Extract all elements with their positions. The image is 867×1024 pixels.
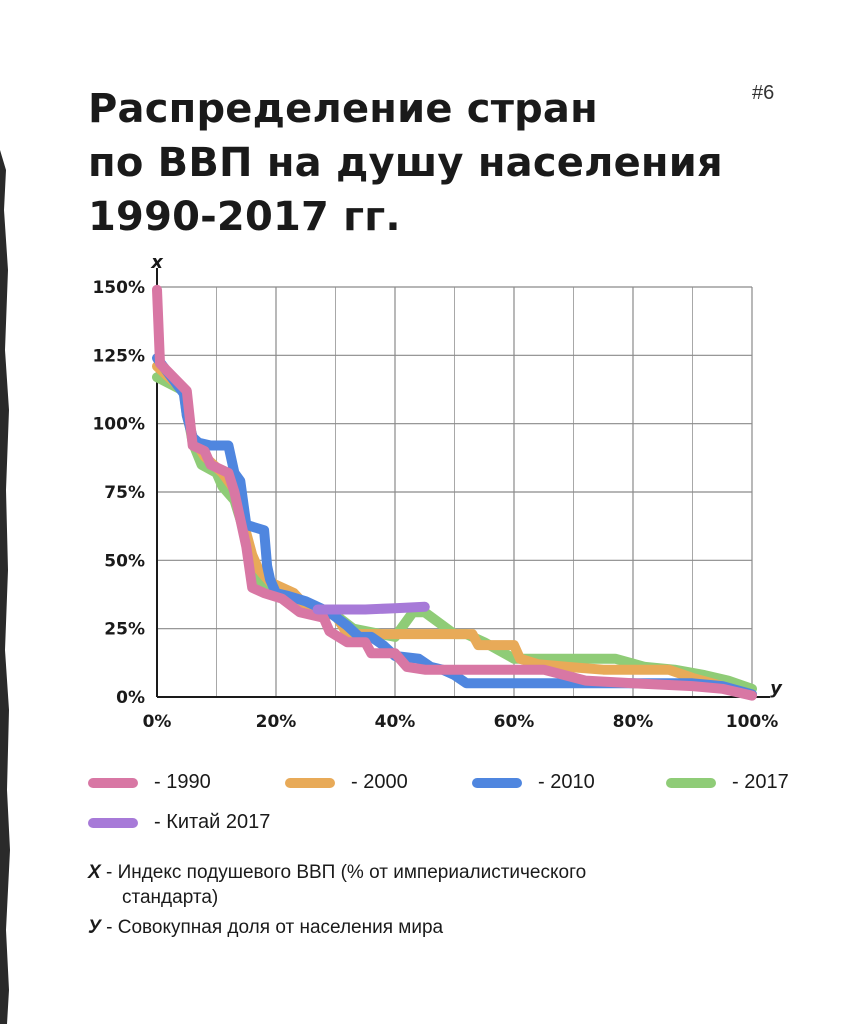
legend-swatch-2000 [285, 777, 335, 788]
x-tick-label: 0% [143, 712, 172, 732]
note-x-text-continued: стандарта) [122, 887, 219, 908]
note-x-text: - Индекс подушевого ВВП (% от империалис… [100, 862, 587, 883]
chart-ticks: 0% 20% 40% 60% 80% 100% 0% 25% 50% 75% 100% 125% 150… [92, 278, 778, 732]
legend-item-2000: - 2000 [285, 771, 408, 794]
x-axis-letter: y [770, 678, 783, 699]
legend-label-2000: - 2000 [351, 771, 408, 793]
legend-swatch-china-2017 [88, 817, 138, 828]
y-axis-letter: x [150, 252, 164, 273]
title-line-3: 1990-2017 гг. [88, 194, 401, 240]
legend-swatch-1990 [88, 777, 138, 788]
y-tick-label: 100% [92, 415, 145, 435]
legend-item-1990: - 1990 [88, 771, 211, 794]
legend-item-2017: - 2017 [666, 771, 789, 794]
series-line-3 [152, 284, 757, 701]
title-line-2: по ВВП на душу населения [88, 140, 723, 186]
note-x-axis: X - Индекс подушевого ВВП (% от империал… [88, 860, 586, 910]
legend-swatch-2010 [472, 777, 522, 788]
note-x-key: X [88, 862, 101, 883]
y-tick-label: 75% [104, 483, 145, 503]
legend-item-2010: - 2010 [472, 771, 595, 794]
chart-series [152, 284, 757, 701]
x-tick-label: 40% [375, 712, 416, 732]
page-number: #6 [752, 82, 775, 104]
legend-label-2017: - 2017 [732, 771, 789, 793]
y-tick-label: 150% [92, 278, 145, 298]
legend-label-2010: - 2010 [538, 771, 595, 793]
x-tick-label: 20% [256, 712, 297, 732]
note-y-text: - Совокупная доля от населения мира [100, 917, 444, 938]
legend-swatch-2017 [666, 777, 716, 788]
y-tick-label: 0% [116, 688, 145, 708]
series-line-4 [312, 601, 430, 615]
note-y-axis: У - Совокупная доля от населения мира [88, 915, 443, 940]
y-tick-label: 25% [104, 620, 145, 640]
title-line-1: Распределение стран [88, 86, 598, 132]
x-tick-label: 80% [613, 712, 654, 732]
note-y-key: У [88, 917, 101, 938]
y-tick-label: 125% [92, 346, 145, 366]
x-tick-label: 100% [726, 712, 779, 732]
page-title: Распределение стран по ВВП на душу насел… [88, 82, 723, 244]
gdp-distribution-chart: 0% 20% 40% 60% 80% 100% 0% 25% 50% 75% 100% 125% 150… [92, 252, 783, 732]
legend-label-1990: - 1990 [154, 771, 211, 793]
x-tick-label: 60% [494, 712, 535, 732]
y-tick-label: 50% [104, 551, 145, 571]
legend-label-china-2017: - Китай 2017 [154, 811, 271, 833]
torn-page-edge [0, 150, 10, 1024]
legend-item-china-2017: - Китай 2017 [88, 811, 270, 834]
